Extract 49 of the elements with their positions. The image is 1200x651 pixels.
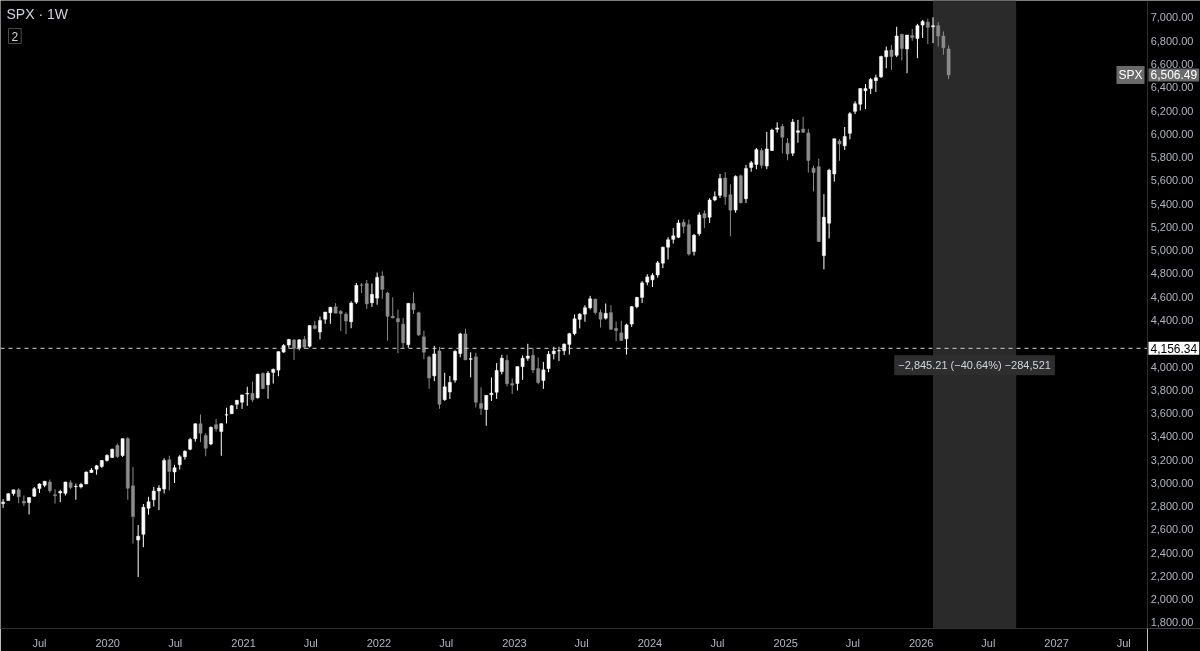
y-tick-label: 5,200.00 [1150, 220, 1194, 233]
x-tick-label: Jul [710, 636, 725, 649]
y-tick-label: 2,200.00 [1150, 569, 1194, 582]
y-tick-label: 4,400.00 [1150, 313, 1194, 326]
x-tick-label: Jul [303, 636, 318, 649]
x-tick-label: Jul [168, 636, 183, 649]
ref-line-label: 4,156.34 [1150, 341, 1198, 356]
annotation: 2 [11, 29, 19, 44]
x-tick-label: 2026 [908, 636, 934, 649]
y-tick-label: 3,600.00 [1150, 407, 1194, 420]
y-tick-label: 3,400.00 [1150, 430, 1194, 443]
x-tick-label: 2021 [231, 636, 256, 649]
x-tick-label: Jul [845, 636, 860, 649]
x-tick-label: 2020 [95, 636, 120, 649]
y-tick-label: 5,600.00 [1150, 174, 1194, 187]
y-tick-label: 2,800.00 [1150, 500, 1194, 513]
y-tick-label: 6,200.00 [1150, 104, 1194, 117]
y-tick-label: 5,000.00 [1150, 244, 1194, 257]
x-tick-label: 2022 [366, 636, 392, 649]
band-label: −2,845.21 (−40.64%) −284,521 [898, 359, 1051, 372]
x-tick-label: 2025 [773, 636, 798, 649]
y-tick-label: 3,200.00 [1150, 453, 1194, 466]
y-tick-label: 3,800.00 [1150, 383, 1194, 396]
x-tick-label: Jul [574, 636, 589, 649]
y-tick-label: 5,400.00 [1150, 197, 1194, 210]
y-tick-label: 1,800.00 [1150, 616, 1194, 629]
y-tick-label: 6,400.00 [1150, 81, 1194, 94]
y-tick-label: 3,000.00 [1150, 476, 1194, 489]
y-tick-label: 6,000.00 [1150, 127, 1194, 140]
y-tick-label: 6,600.00 [1150, 58, 1194, 71]
x-tick-label: Jul [439, 636, 454, 649]
y-tick-label: 4,800.00 [1150, 267, 1194, 280]
y-tick-label: 6,800.00 [1150, 34, 1194, 47]
x-tick-label: 2023 [502, 636, 527, 649]
y-tick-label: 4,600.00 [1150, 290, 1194, 303]
y-tick-label: 4,000.00 [1150, 360, 1194, 373]
x-tick-label: 2024 [637, 636, 663, 649]
y-tick-label: 5,800.00 [1150, 151, 1194, 164]
y-tick-label: 2,600.00 [1150, 523, 1194, 536]
x-tick-label: Jul [981, 636, 996, 649]
x-tick-label: Jul [1116, 636, 1131, 649]
y-tick-label: 2,000.00 [1150, 593, 1194, 606]
chart-title: SPX · 1W [6, 5, 69, 22]
text: 6,506.49 [1150, 68, 1198, 83]
y-tick-label: 2,400.00 [1150, 546, 1194, 559]
y-tick-label: 7,000.00 [1150, 11, 1194, 24]
x-tick-label: 2027 [1044, 636, 1069, 649]
x-tick-label: Jul [32, 636, 47, 649]
annotation: SPX [1118, 67, 1143, 82]
